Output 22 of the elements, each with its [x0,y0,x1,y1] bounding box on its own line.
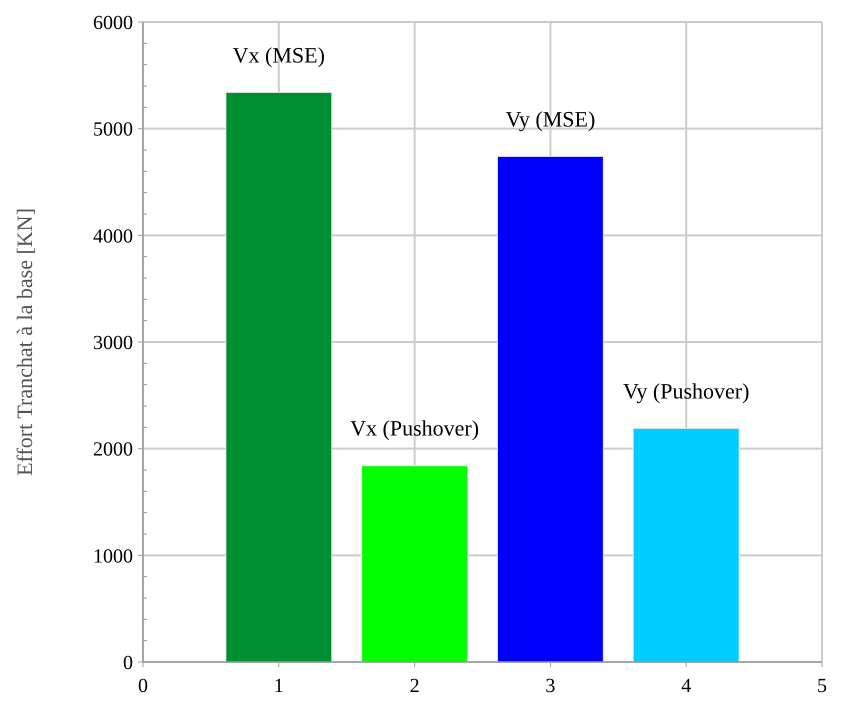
bar [361,465,468,662]
bar [225,92,332,662]
y-tick-label: 5000 [93,118,133,141]
y-tick-label: 6000 [93,12,133,34]
y-tick-label: 1000 [93,545,133,568]
annotation: Vy (MSE) [505,106,596,132]
bar [496,156,604,662]
y-tick-label: 4000 [93,225,133,248]
y-tick-label: 2000 [93,438,133,461]
y-tick-label: 3000 [93,332,133,354]
x-tick-label: 1 [274,675,284,697]
x-tick-label: 4 [681,675,692,697]
y-axis-title: Effort Tranchat à la base [KN] [12,208,37,476]
x-tick-label: 3 [545,675,556,697]
annotation: Vy (Pushover) [622,378,750,404]
x-tick-label: 2 [410,675,420,697]
annotation: Vx (Pushover) [350,416,480,441]
y-tick-label: 0 [123,652,133,674]
x-tick-label: 5 [817,675,827,697]
x-tick-label: 0 [138,675,148,697]
bar [632,428,740,662]
annotation: Vx (MSE) [232,42,325,68]
